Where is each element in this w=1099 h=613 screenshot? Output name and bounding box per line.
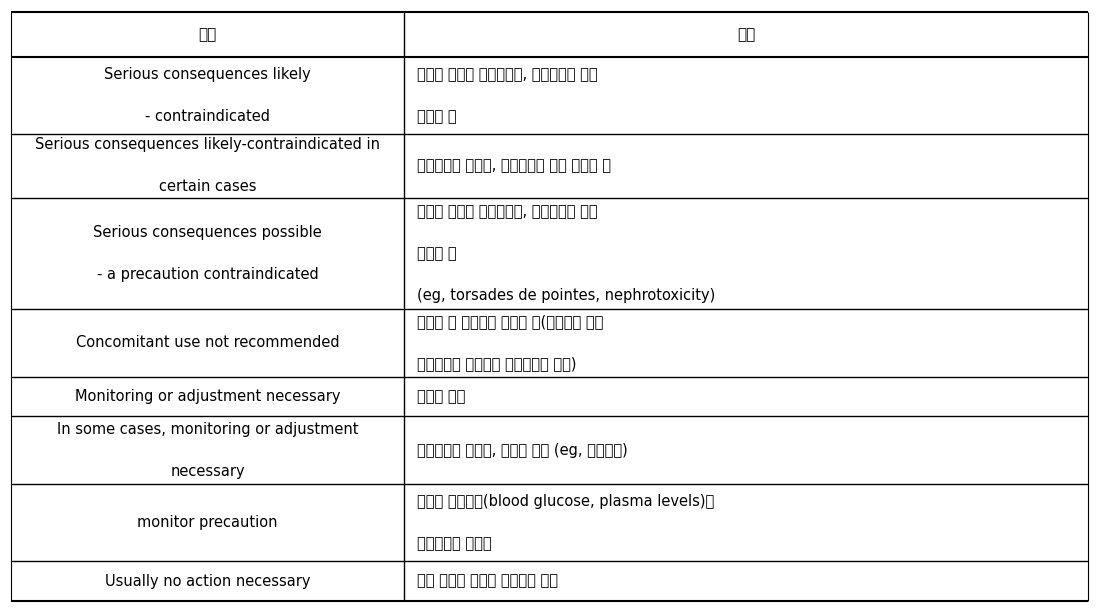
Text: Usually no action necessary: Usually no action necessary <box>104 574 310 588</box>
Text: 조치가 필요: 조치가 필요 <box>418 389 466 404</box>
Text: Monitoring or adjustment necessary: Monitoring or adjustment necessary <box>75 389 341 404</box>
Text: 정의: 정의 <box>737 27 755 42</box>
Text: Concomitant use not recommended: Concomitant use not recommended <box>76 335 340 351</box>
Text: 가능한 한 동시투여 피해야 함(예상하지 못한

부작용에서 모니터링 파라미터의 결여): 가능한 한 동시투여 피해야 함(예상하지 못한 부작용에서 모니터링 파라미터… <box>418 314 603 371</box>
Text: In some cases, monitoring or adjustment

necessary: In some cases, monitoring or adjustment … <box>57 422 358 479</box>
Text: 분류: 분류 <box>199 27 217 42</box>
Text: 보통 어때한 조치도 필요하지 않음: 보통 어때한 조치도 필요하지 않음 <box>418 574 558 588</box>
Text: 위험인자가 있다면, 조치가 필요 (eg, 용량조절): 위험인자가 있다면, 조치가 필요 (eg, 용량조절) <box>418 443 628 458</box>
Text: monitor precaution: monitor precaution <box>137 516 278 530</box>
Text: 위험인자가 있다면, 동시사용을 하지 않아야 함: 위험인자가 있다면, 동시사용을 하지 않아야 함 <box>418 159 611 173</box>
Text: 심각한 결과가 나타나며로, 동시사용을 하지

않아야 함: 심각한 결과가 나타나며로, 동시사용을 하지 않아야 함 <box>418 67 598 124</box>
Text: Serious consequences possible

- a precaution contraindicated: Serious consequences possible - a precau… <box>93 225 322 282</box>
Text: 특정한 파라미터(blood glucose, plasma levels)의

모니터링이 추청됨: 특정한 파라미터(blood glucose, plasma levels)의 … <box>418 494 714 551</box>
Text: Serious consequences likely-contraindicated in

certain cases: Serious consequences likely-contraindica… <box>35 137 380 194</box>
Text: 심각한 결과가 예상되면로, 동시사용을 하지

않아야 함

(eg, torsades de pointes, nephrotoxicity): 심각한 결과가 예상되면로, 동시사용을 하지 않아야 함 (eg, torsa… <box>418 204 715 303</box>
Text: Serious consequences likely

- contraindicated: Serious consequences likely - contraindi… <box>104 67 311 124</box>
